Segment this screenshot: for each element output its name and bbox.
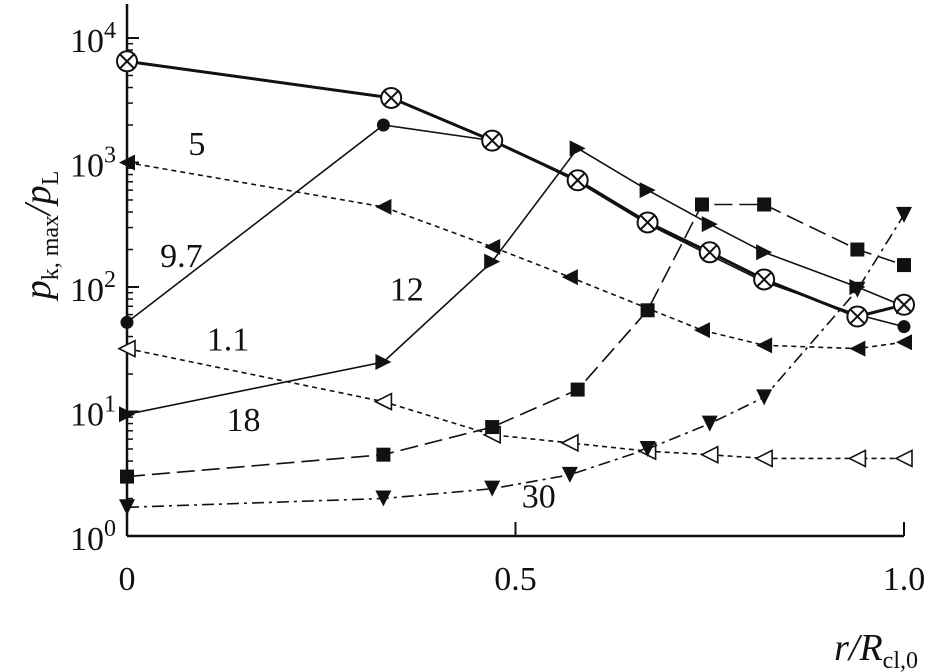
series-label-annotation: 1.1 — [207, 321, 250, 358]
series-30 — [119, 206, 912, 516]
marker-triangle-left-open — [847, 449, 867, 468]
marker-triangle-down — [896, 206, 912, 223]
series-layer — [116, 50, 915, 516]
marker-square — [376, 447, 391, 462]
series-12 — [119, 140, 912, 423]
series-label-annotation: 30 — [522, 478, 556, 515]
marker-triangle-left-open — [894, 449, 913, 468]
marker-circle-x — [380, 86, 403, 109]
marker-triangle-down — [119, 499, 135, 516]
marker-circle-x-stroke — [119, 53, 135, 69]
marker-square — [570, 382, 585, 397]
marker-circle-x-stroke — [484, 132, 500, 149]
x-tick-label: 1.0 — [883, 561, 926, 598]
marker-circle-x-stroke — [639, 214, 656, 231]
marker-circle — [120, 315, 134, 329]
series-line — [126, 161, 905, 350]
series-label-annotation: 5 — [188, 126, 205, 163]
labels-layer: 5 9.7 12 1.1 18 30 — [160, 126, 556, 515]
marker-triangle-down — [484, 480, 501, 497]
marker-circle-x-stroke — [849, 308, 866, 325]
axes: 100 101 102 103 104 0 0.5 1.0 r/Rcl,0 pk, max/pL — [17, 4, 925, 672]
marker-square — [120, 469, 134, 484]
marker-triangle-right — [569, 140, 586, 157]
series-5 — [119, 154, 912, 357]
y-tick-label: 104 — [70, 18, 116, 60]
series-line — [126, 214, 905, 509]
marker-circle-x — [636, 211, 659, 234]
series-label-annotation: 12 — [390, 271, 424, 308]
marker-triangle-left — [896, 334, 912, 351]
marker-circle-x — [846, 305, 869, 328]
marker-triangle-down — [756, 389, 773, 406]
marker-circle-x-stroke — [896, 297, 912, 313]
series-line — [126, 147, 905, 416]
x-tick-label: 0.5 — [494, 561, 537, 598]
marker-triangle-left-open — [373, 392, 393, 411]
marker-circle-x-stroke — [569, 172, 586, 188]
marker-triangle-left — [484, 238, 501, 255]
series-line — [126, 124, 905, 328]
series-label-annotation: 18 — [227, 402, 261, 439]
y-tick-label: 103 — [70, 143, 116, 185]
series-envelope — [116, 50, 915, 328]
marker-triangle-left-open — [754, 449, 773, 468]
marker-circle-x — [116, 50, 138, 73]
marker-triangle-right — [639, 182, 656, 199]
marker-triangle-right — [701, 216, 718, 233]
marker-circle-x — [566, 169, 589, 192]
marker-triangle-left — [756, 337, 773, 354]
marker-triangle-right — [484, 253, 501, 270]
x-axis-title: r/Rcl,0 — [834, 627, 918, 672]
marker-circle-x — [481, 129, 504, 152]
marker-square — [850, 242, 865, 257]
marker-triangle-right — [375, 353, 392, 370]
marker-triangle-right — [756, 244, 773, 261]
marker-triangle-down — [701, 415, 718, 432]
marker-circle-x — [698, 241, 721, 264]
marker-circle-x — [753, 268, 776, 291]
marker-triangle-left — [119, 154, 135, 171]
marker-circle-x-stroke — [702, 244, 718, 261]
marker-square — [897, 258, 911, 273]
marker-triangle-left-open — [560, 433, 579, 453]
y-axis-title: pk, max/pL — [17, 171, 64, 303]
series-18 — [120, 197, 911, 484]
marker-triangle-left — [849, 340, 866, 357]
marker-square — [640, 303, 655, 318]
series-line — [126, 59, 905, 319]
marker-triangle-right — [119, 406, 135, 423]
marker-circle — [897, 320, 911, 334]
marker-circle-x-stroke — [383, 90, 399, 106]
y-tick-label: 101 — [70, 392, 116, 434]
marker-square — [757, 197, 772, 212]
marker-circle-x-stroke — [756, 271, 772, 288]
marker-circle-x — [893, 293, 915, 316]
marker-triangle-down — [375, 490, 392, 507]
marker-triangle-down — [639, 440, 656, 457]
marker-triangle-left-open — [699, 445, 719, 464]
marker-triangle-left — [375, 198, 392, 215]
marker-triangle-left-open — [117, 339, 136, 358]
marker-square — [694, 197, 709, 212]
x-tick-label: 0 — [119, 561, 136, 598]
series-label-annotation: 9.7 — [160, 238, 203, 275]
marker-triangle-down — [561, 466, 578, 483]
marker-square — [485, 420, 500, 435]
marker-triangle-down — [849, 281, 866, 298]
marker-triangle-left — [561, 269, 578, 286]
marker-circle — [376, 118, 390, 132]
y-tick-label: 102 — [70, 267, 116, 309]
y-tick-label: 100 — [70, 516, 116, 558]
marker-triangle-left — [693, 322, 710, 339]
